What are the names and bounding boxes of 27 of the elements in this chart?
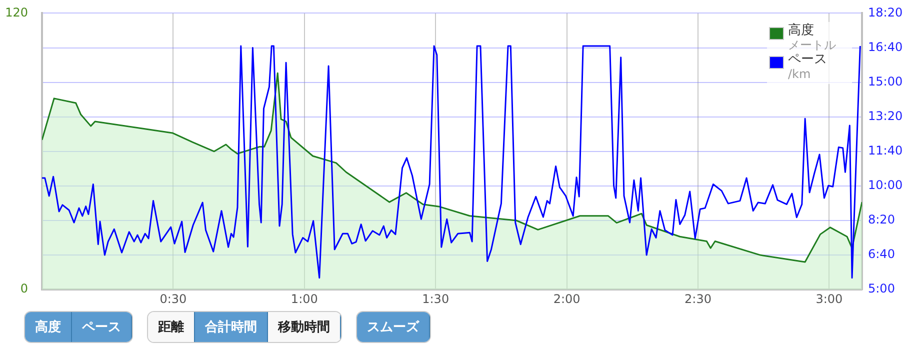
y2-tick-label: 13:20: [868, 108, 903, 123]
toggle-button: 合計時間: [195, 312, 268, 342]
y2-tick-label: 5:00: [868, 282, 895, 296]
y2-tick-label: 10:00: [868, 178, 903, 192]
x-tick-label: 2:00: [553, 292, 580, 306]
y2-tick-label: 11:40: [868, 144, 903, 158]
x-tick-label: 0:30: [160, 292, 187, 306]
toggle-button: 高度: [25, 312, 72, 342]
toggle-button: 距離: [148, 312, 195, 342]
x-tick-label: 1:00: [290, 292, 318, 306]
y2-tick-label: 6:40: [868, 247, 895, 262]
x-tick-label: 2:30: [684, 292, 712, 306]
x-tick-label: 1:30: [422, 292, 450, 306]
toggle-button: 移動時間: [268, 312, 341, 342]
y2-tick-label: 18:20: [868, 5, 903, 20]
toggle-button: スムーズ: [357, 312, 430, 342]
annotation: メートル: [788, 38, 837, 52]
y-tick-label: 120: [5, 5, 28, 20]
y2-tick-label: 15:00: [868, 74, 903, 88]
y2-tick-label: 8:20: [868, 212, 895, 227]
y2-tick-label: 16:40: [868, 40, 903, 54]
toggle-button: ペース: [72, 312, 132, 342]
y-tick-label: 0: [20, 282, 28, 296]
x-tick-label: 3:00: [816, 292, 843, 306]
legend-label: 高度: [788, 23, 815, 38]
annotation: /km: [788, 67, 812, 81]
legend-label: ペース: [788, 52, 828, 67]
